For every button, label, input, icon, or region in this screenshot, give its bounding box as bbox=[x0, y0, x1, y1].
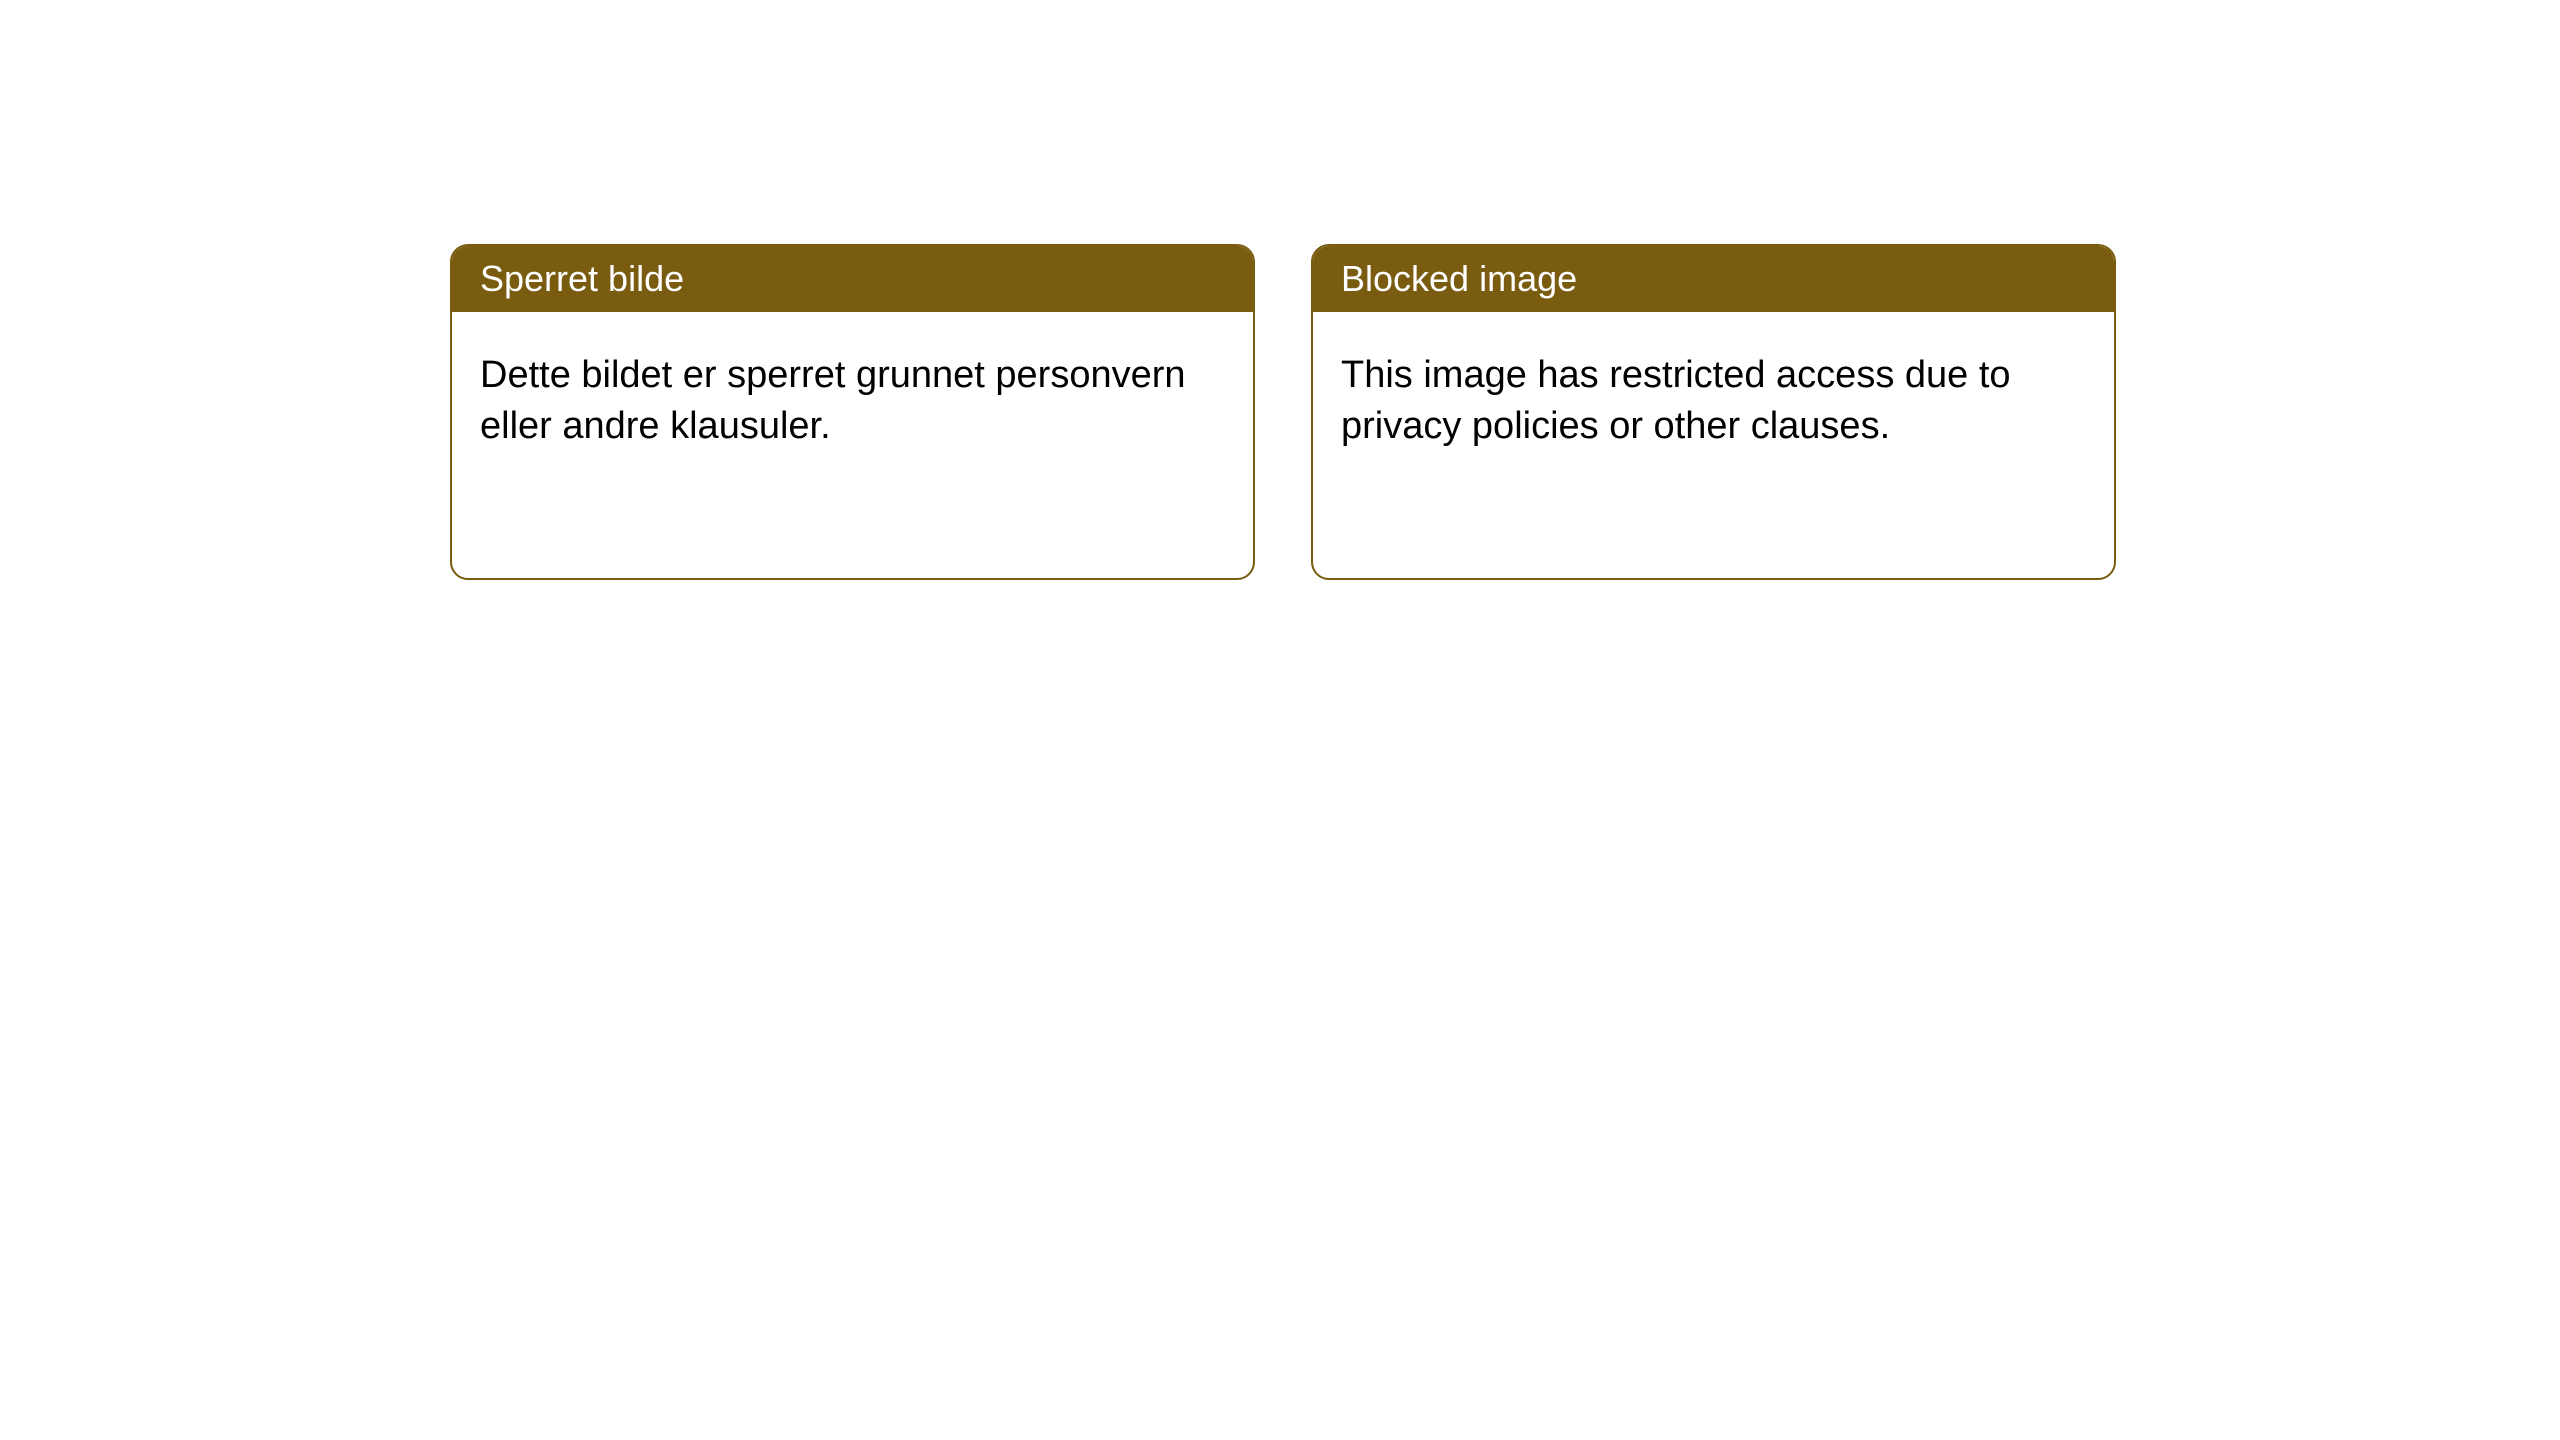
card-body: Dette bildet er sperret grunnet personve… bbox=[452, 312, 1253, 491]
blocked-image-card-no: Sperret bilde Dette bildet er sperret gr… bbox=[450, 244, 1255, 580]
card-body: This image has restricted access due to … bbox=[1313, 312, 2114, 491]
cards-container: Sperret bilde Dette bildet er sperret gr… bbox=[0, 0, 2560, 580]
card-header: Blocked image bbox=[1313, 246, 2114, 312]
card-header: Sperret bilde bbox=[452, 246, 1253, 312]
blocked-image-card-en: Blocked image This image has restricted … bbox=[1311, 244, 2116, 580]
